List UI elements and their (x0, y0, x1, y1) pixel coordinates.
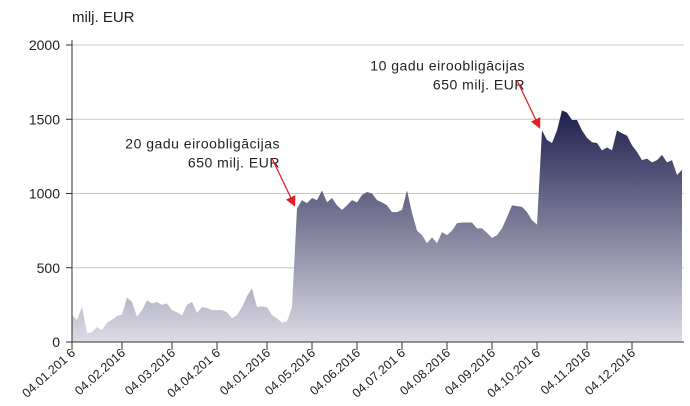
area (72, 110, 682, 342)
y-tick-label: 1000 (29, 186, 60, 202)
annotation-text: 10 gadu eiroobligācijas (370, 57, 525, 73)
y-axis-label: milj. EUR (72, 9, 135, 26)
y-tick-label: 500 (37, 260, 61, 276)
annotation-arrow (516, 80, 541, 129)
y-tick-label: 1500 (29, 111, 60, 127)
x-tick-label: 04.02.2016 (72, 346, 128, 398)
annotation-text: 20 gadu eiroobligācijas (125, 135, 280, 151)
annotation-arrow (271, 158, 296, 207)
annotation-text: 650 milj. EUR (188, 154, 280, 170)
y-tick-label: 0 (52, 334, 60, 350)
y-tick-label: 2000 (29, 37, 60, 53)
x-tick-label: 04.01.201 6 (20, 346, 78, 401)
annotation-text: 650 milj. EUR (433, 76, 525, 92)
